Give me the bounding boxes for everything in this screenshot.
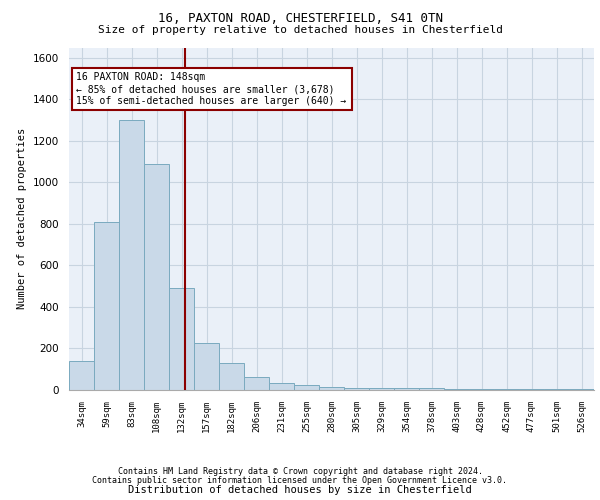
Text: Distribution of detached houses by size in Chesterfield: Distribution of detached houses by size … bbox=[128, 485, 472, 495]
Bar bbox=[519, 389, 544, 390]
Bar bbox=[394, 388, 419, 390]
Bar bbox=[544, 389, 569, 390]
Bar bbox=[219, 363, 244, 390]
Bar bbox=[144, 164, 169, 390]
Bar bbox=[369, 388, 394, 390]
Text: Contains public sector information licensed under the Open Government Licence v3: Contains public sector information licen… bbox=[92, 476, 508, 485]
Bar bbox=[419, 388, 444, 390]
Bar bbox=[194, 344, 219, 390]
Bar bbox=[269, 382, 294, 390]
Bar bbox=[119, 120, 144, 390]
Bar bbox=[69, 361, 94, 390]
Bar bbox=[494, 389, 519, 390]
Bar bbox=[244, 376, 269, 390]
Bar bbox=[94, 222, 119, 390]
Bar bbox=[319, 387, 344, 390]
Text: 16 PAXTON ROAD: 148sqm
← 85% of detached houses are smaller (3,678)
15% of semi-: 16 PAXTON ROAD: 148sqm ← 85% of detached… bbox=[77, 72, 347, 106]
Y-axis label: Number of detached properties: Number of detached properties bbox=[17, 128, 28, 310]
Bar bbox=[469, 389, 494, 390]
Text: 16, PAXTON ROAD, CHESTERFIELD, S41 0TN: 16, PAXTON ROAD, CHESTERFIELD, S41 0TN bbox=[157, 12, 443, 26]
Bar bbox=[169, 288, 194, 390]
Text: Contains HM Land Registry data © Crown copyright and database right 2024.: Contains HM Land Registry data © Crown c… bbox=[118, 467, 482, 476]
Bar bbox=[569, 389, 594, 390]
Text: Size of property relative to detached houses in Chesterfield: Size of property relative to detached ho… bbox=[97, 25, 503, 35]
Bar bbox=[444, 389, 469, 390]
Bar bbox=[344, 388, 369, 390]
Bar bbox=[294, 385, 319, 390]
